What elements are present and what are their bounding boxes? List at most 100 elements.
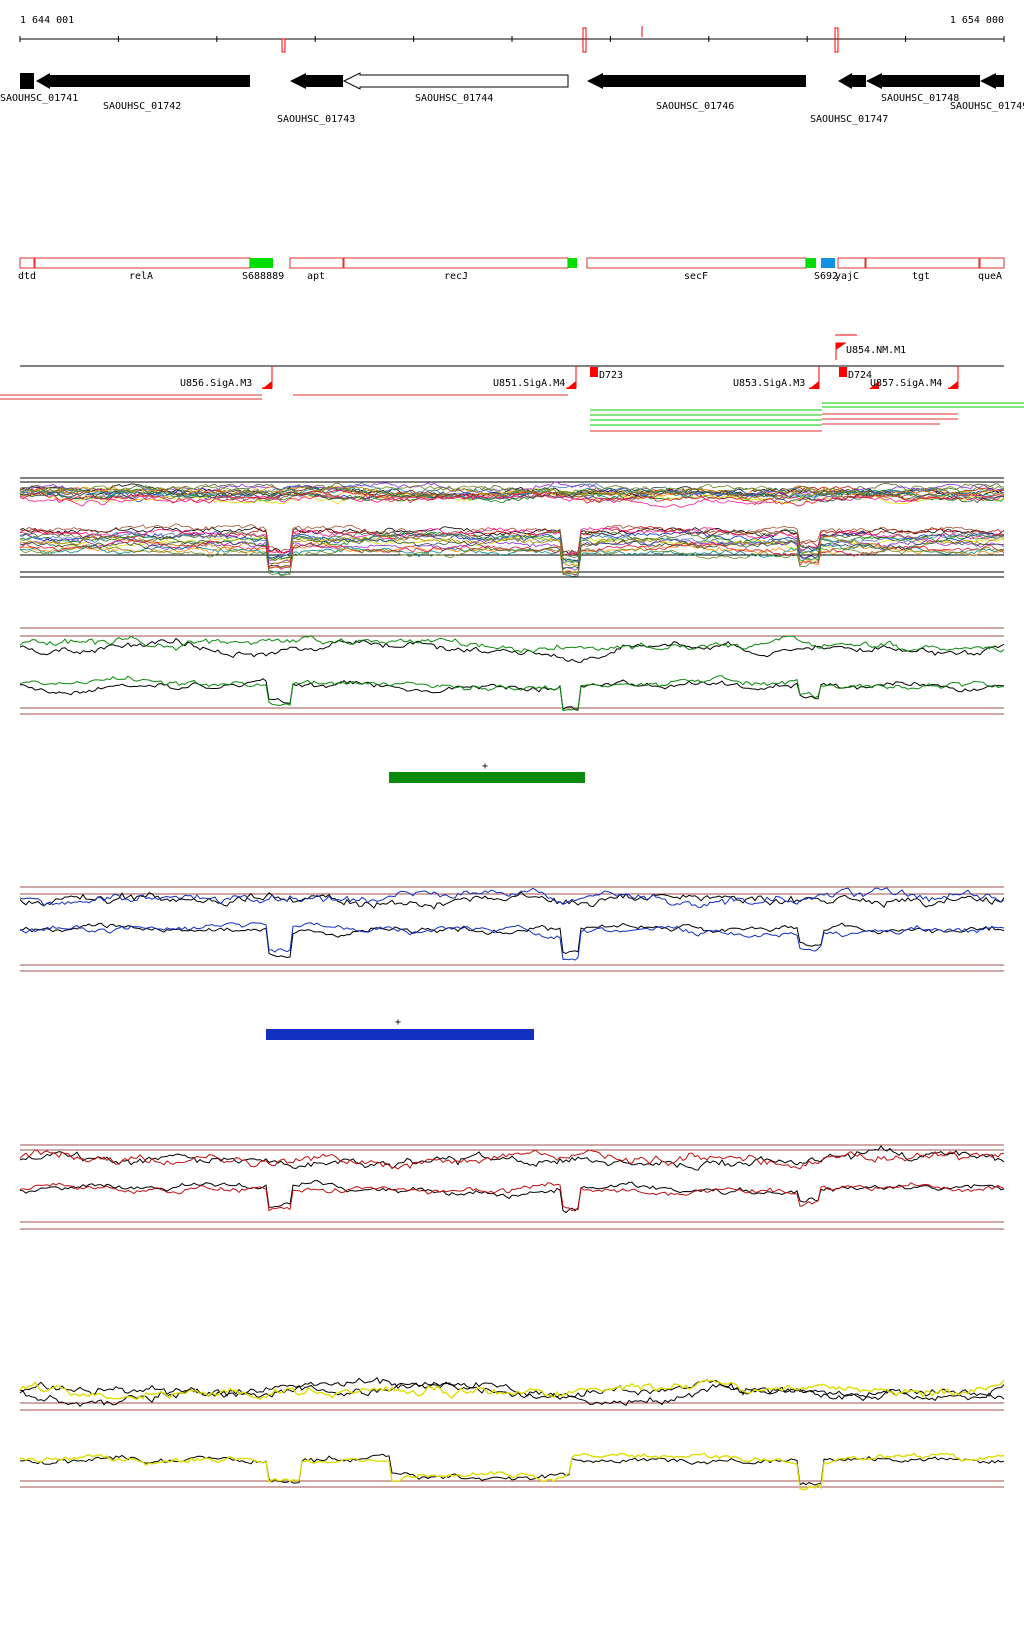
- promoter-flag-head: [948, 381, 958, 389]
- strand-mark: +: [395, 1017, 401, 1028]
- expression-trace: [19, 1182, 1005, 1212]
- promoter-track: U854.NM.M1 U856.SigA.M3 U851.SigA.M4 D72…: [0, 334, 1024, 432]
- gene-label: SAOUHSC_01747: [810, 114, 888, 125]
- multi-condition-lower-traces: [19, 523, 1005, 577]
- gene-label: SAOUHSC_01746: [656, 101, 734, 112]
- gene-arrow[interactable]: [342, 72, 569, 90]
- expression-trace: [19, 486, 1005, 504]
- promoter-flag-head: [809, 381, 819, 389]
- gene-arrow[interactable]: [290, 73, 343, 89]
- red-condition-panel: [19, 1144, 1005, 1230]
- expression-trace: [19, 484, 1005, 498]
- expression-trace: [19, 485, 1005, 499]
- operon-gene-label: queA: [978, 271, 1002, 282]
- promoter-label: U853.SigA.M3: [733, 378, 805, 389]
- expression-trace: [19, 482, 1005, 497]
- expression-trace: [19, 526, 1005, 557]
- promoter-label: U857.SigA.M4: [870, 378, 942, 389]
- gene-label: SAOUHSC_01742: [103, 101, 181, 112]
- srna-box-green[interactable]: [568, 258, 577, 268]
- gene-arrow[interactable]: [838, 73, 866, 89]
- blue-condition-traces: [19, 887, 1005, 961]
- operon-gene-box[interactable]: [289, 257, 344, 269]
- expression-trace: [19, 526, 1005, 555]
- operon-gene-label: S688889: [242, 271, 284, 282]
- gene-label: SAOUHSC_01749: [950, 101, 1024, 112]
- green-condition-traces: [19, 635, 1005, 712]
- coordinate-ruler: 1 644 001 1 654 000: [19, 15, 1005, 53]
- blue-condition-panel: +: [19, 886, 1005, 1040]
- yellow-condition-panel: [19, 1377, 1005, 1491]
- operon-gene-label: recJ: [444, 271, 468, 282]
- multi-condition-upper-traces: [19, 481, 1005, 508]
- expression-trace: [19, 637, 1005, 663]
- gene-arrow[interactable]: [866, 73, 980, 89]
- ruler-marker: [582, 27, 587, 53]
- expression-trace: [19, 675, 1005, 712]
- strand-mark: +: [482, 761, 488, 772]
- promoter-flag-head: [566, 381, 576, 389]
- promoter-marker[interactable]: [590, 367, 598, 377]
- promoter-label: U851.SigA.M4: [493, 378, 565, 389]
- operon-gene-label: secF: [684, 271, 708, 282]
- promoter-flag-head: [836, 343, 846, 350]
- operon-gene-label: dtd: [18, 271, 36, 282]
- srna-box-green[interactable]: [250, 258, 273, 268]
- operon-gene-box[interactable]: [837, 257, 866, 269]
- operon-gene-box[interactable]: [865, 257, 980, 269]
- gene-arrow[interactable]: [587, 73, 806, 89]
- gene-label: SAOUHSC_01741: [0, 93, 78, 104]
- expression-trace: [19, 922, 1005, 959]
- operon-gene-box[interactable]: [979, 257, 1005, 269]
- expression-trace: [19, 635, 1005, 654]
- operon-gene-label: apt: [307, 271, 325, 282]
- srna-box-green[interactable]: [806, 258, 816, 268]
- gene-label: SAOUHSC_01743: [277, 114, 355, 125]
- ruler-marker: [834, 27, 839, 53]
- gene-arrow[interactable]: [980, 73, 1004, 89]
- expression-trace: [19, 1179, 1005, 1214]
- expression-trace: [19, 532, 1005, 564]
- promoter-flag-head: [869, 381, 879, 389]
- operon-gene-label: S692: [814, 271, 838, 282]
- expression-trace: [19, 1377, 1005, 1402]
- promoter-flag-head: [262, 381, 272, 389]
- expression-trace: [19, 922, 1005, 961]
- promoter-marker[interactable]: [839, 367, 847, 377]
- expression-trace: [19, 523, 1005, 555]
- operon-gene-label: yajC: [835, 271, 859, 282]
- all-conditions-panel: [19, 477, 1005, 578]
- expression-trace: [19, 544, 1005, 577]
- promoter-label: U856.SigA.M3: [180, 378, 252, 389]
- expression-trace: [19, 1149, 1005, 1170]
- green-condition-panel: +: [19, 627, 1005, 783]
- expression-trace: [19, 490, 1005, 507]
- blue-segment-bar[interactable]: [266, 1029, 534, 1040]
- green-segment-bar[interactable]: [389, 772, 585, 783]
- coord-start-label: 1 644 001: [20, 15, 74, 26]
- operon-gene-box[interactable]: [586, 257, 807, 269]
- gene-arrow[interactable]: [36, 73, 250, 89]
- expression-trace: [19, 538, 1005, 576]
- operon-gene-box[interactable]: [19, 257, 35, 269]
- gene-arrow[interactable]: [20, 73, 34, 89]
- expression-trace: [19, 1381, 1005, 1407]
- promoter-label: U854.NM.M1: [846, 345, 906, 356]
- expression-trace: [19, 1452, 1005, 1491]
- transcript-lines: [0, 394, 1024, 432]
- srna-box-blue[interactable]: [821, 258, 835, 268]
- ruler-markers: [281, 26, 839, 53]
- operon-gene-label: relA: [129, 271, 153, 282]
- operon-gene-box[interactable]: [343, 257, 569, 269]
- expression-trace: [19, 887, 1005, 909]
- coord-end-label: 1 654 000: [950, 15, 1004, 26]
- operon-gene-box[interactable]: [34, 257, 251, 269]
- operon-track: dtd relA S688889 apt recJ secF S692 yajC…: [18, 257, 1005, 282]
- gene-label: SAOUHSC_01744: [415, 93, 493, 104]
- expression-trace: [19, 543, 1005, 577]
- ruler-marker: [281, 38, 286, 53]
- gene-track: SAOUHSC_01741 SAOUHSC_01742 SAOUHSC_0174…: [0, 72, 1024, 125]
- red-condition-traces: [19, 1145, 1005, 1214]
- expression-trace: [19, 891, 1005, 910]
